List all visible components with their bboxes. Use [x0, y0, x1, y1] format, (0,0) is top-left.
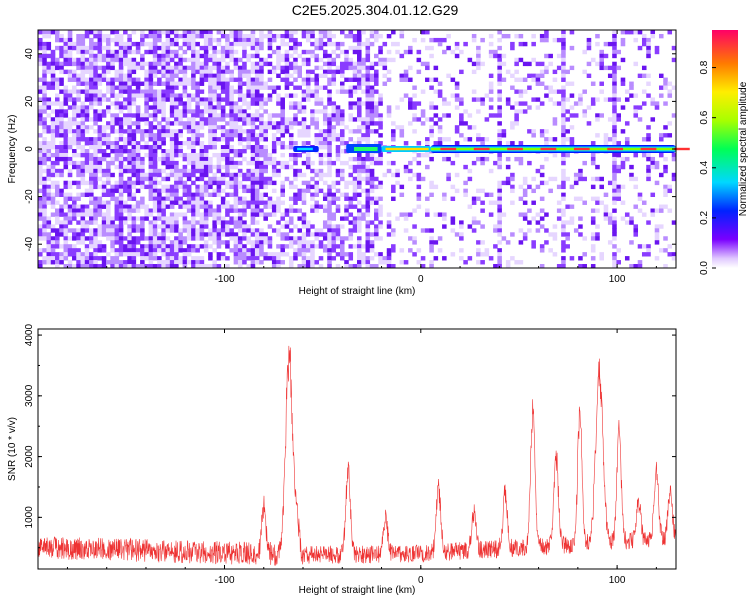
colorbar-tick-label: 0.2: [699, 211, 710, 225]
heatmap-ytick-label: 0: [24, 146, 35, 152]
colorbar: 0.0 0.2 0.4 0.6 0.8 Normalized spectral ampl…: [699, 30, 749, 275]
snr-frame: [37, 328, 677, 570]
heatmap-ytick-label: -40: [24, 237, 35, 252]
snr-ticks: -100 0 100 1000 2000 3000 4000: [24, 324, 676, 586]
colorbar-tick-label: 0.0: [699, 261, 710, 275]
snr-ytick-label: 1000: [24, 506, 35, 529]
heatmap-cells: [38, 30, 677, 269]
heatmap-panel: -100 0 100 -40 -20 0 20 40 Height of straight l…: [7, 29, 690, 297]
heatmap-ytick-label: 40: [24, 48, 35, 60]
heatmap-ytick-label: -20: [24, 189, 35, 204]
heatmap-xtick-label: 100: [609, 274, 626, 285]
colorbar-ticks: 0.0 0.2 0.4 0.6 0.8: [699, 60, 716, 275]
colorbar-tick-label: 0.4: [699, 160, 710, 174]
heatmap-signal-band: [293, 144, 690, 153]
colorbar-tick-label: 0.6: [699, 110, 710, 124]
snr-xtick-label: 100: [609, 575, 626, 586]
snr-panel: -100 0 100 1000 2000 3000 4000 Height of strai…: [7, 324, 677, 596]
heatmap-ytick-label: 20: [24, 95, 35, 107]
snr-ytick-label: 2000: [24, 445, 35, 468]
snr-ylabel: SNR (10 * v/v): [7, 417, 18, 481]
colorbar-tick-label: 0.8: [699, 60, 710, 74]
heatmap-xtick-label: 0: [418, 274, 424, 285]
colorbar-label: Normalized spectral amplitude: [738, 81, 749, 216]
snr-xlabel: Height of straight line (km): [299, 585, 416, 596]
snr-ytick-label: 3000: [24, 384, 35, 407]
snr-xtick-label: 0: [418, 575, 424, 586]
heatmap-xlabel: Height of straight line (km): [299, 286, 416, 297]
snr-xtick-label: -100: [214, 575, 234, 586]
chart-title: C2E5.2025.304.01.12.G29: [292, 2, 459, 18]
snr-series-line: [37, 345, 677, 566]
heatmap-ylabel: Frequency (Hz): [7, 115, 18, 184]
heatmap-ticks: -100 0 100 -40 -20 0 20 40: [24, 30, 676, 285]
snr-ytick-label: 4000: [24, 324, 35, 347]
heatmap-xtick-label: -100: [214, 274, 234, 285]
colorbar-gradient: [712, 30, 738, 268]
